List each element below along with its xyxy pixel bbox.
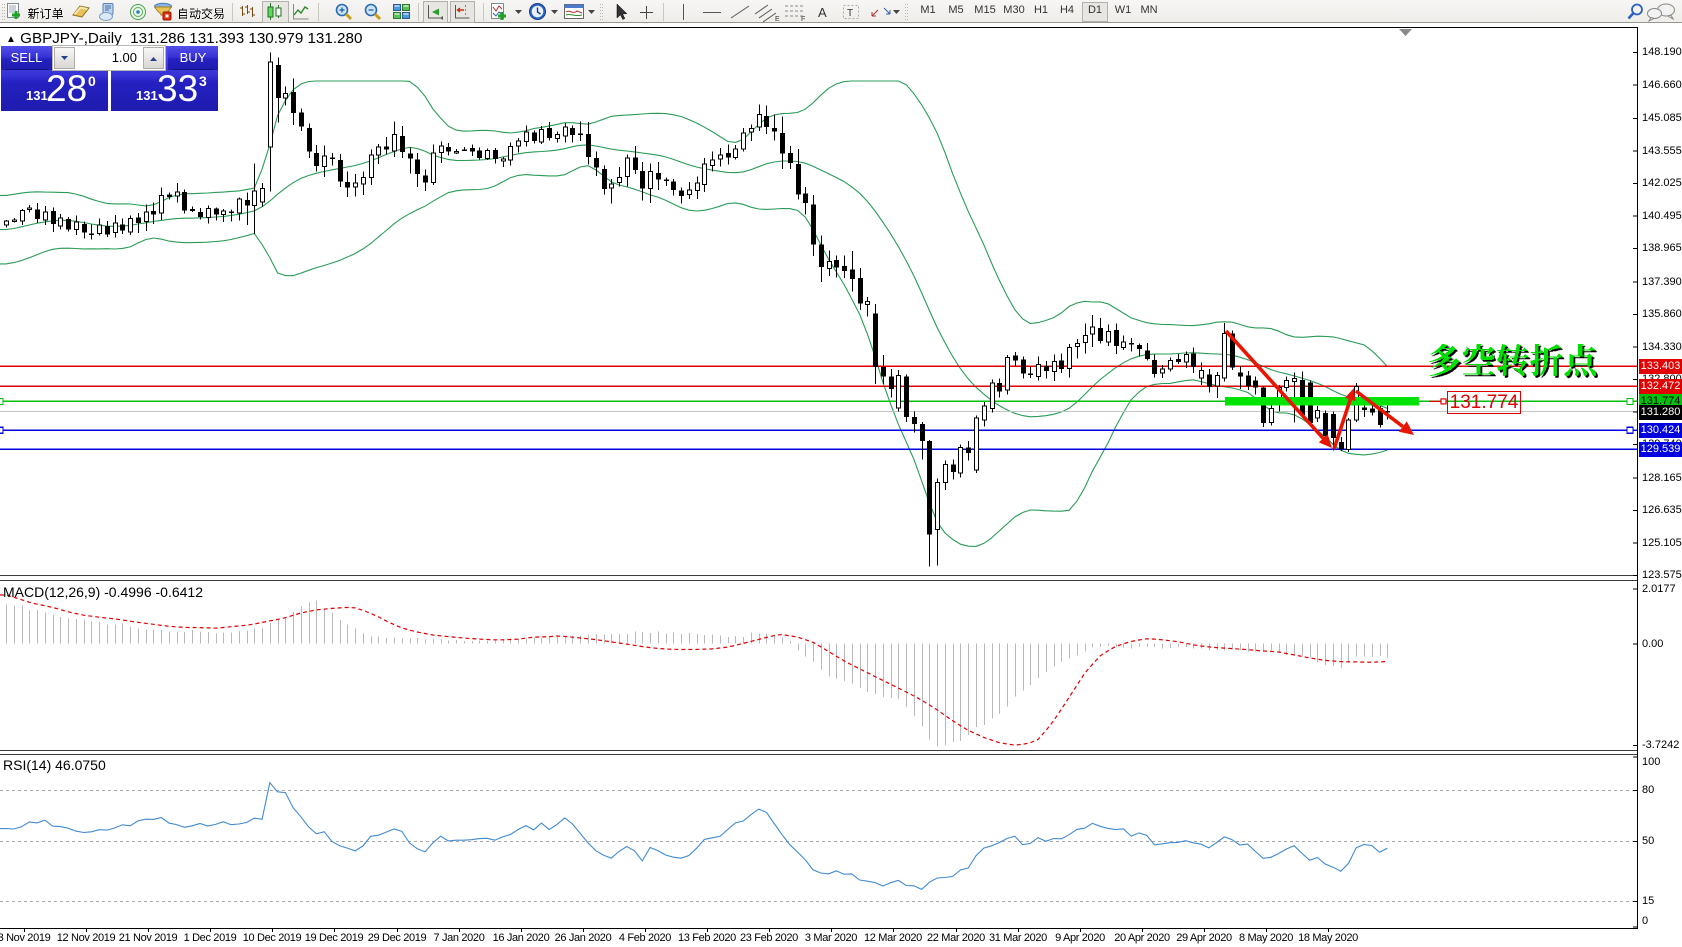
svg-text:F: F	[801, 16, 805, 23]
svg-text:T: T	[847, 8, 853, 19]
svg-text:A: A	[818, 5, 827, 20]
svg-text:E: E	[775, 16, 780, 23]
